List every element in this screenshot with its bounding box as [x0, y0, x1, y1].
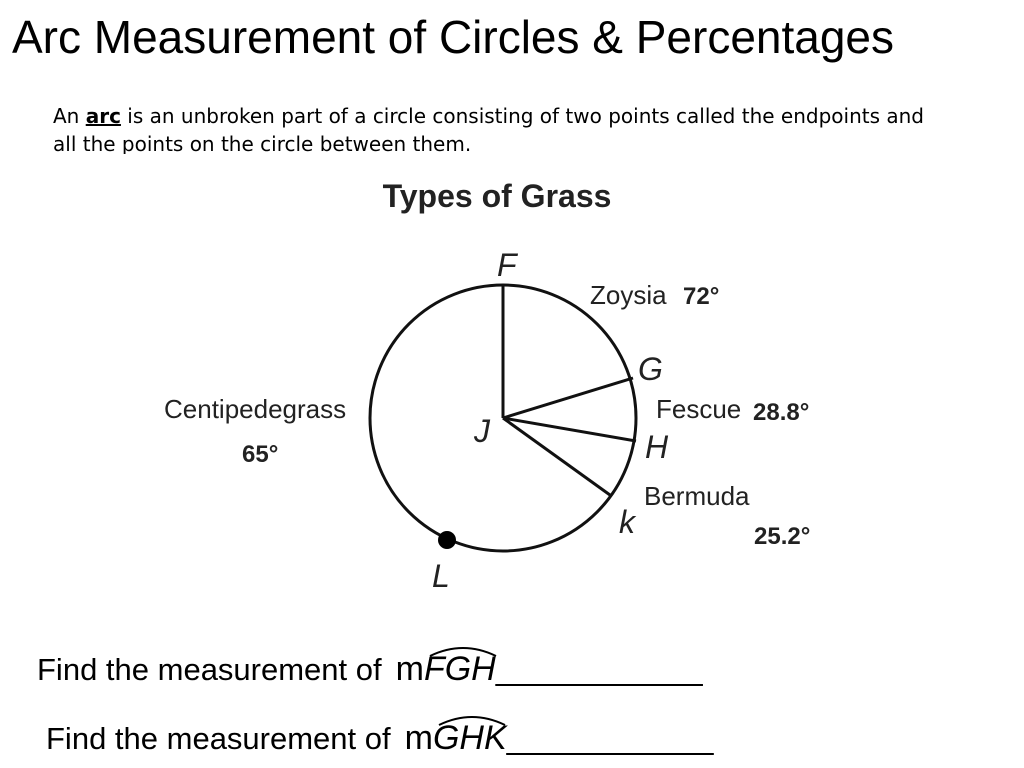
diagram-title: Types of Grass: [383, 178, 612, 214]
point-label: J: [473, 413, 491, 449]
arc-symbol: [429, 647, 497, 657]
point-label: F: [497, 247, 519, 283]
sector-measure: 25.2°: [754, 523, 810, 550]
definition: An arc is an unbroken part of a circle c…: [53, 102, 953, 154]
radius: [502, 416, 637, 443]
definition-text: An: [53, 104, 80, 128]
question-m: m: [404, 719, 433, 757]
sector-name: Fescue: [656, 394, 741, 424]
radius: [502, 376, 634, 420]
arc-symbol: [438, 716, 506, 726]
sector-measure: 28.8°: [753, 399, 809, 426]
point-label: k: [619, 504, 637, 540]
question-prompt: Find the measurement of: [37, 652, 382, 687]
radius: [502, 416, 611, 497]
sector-measure: 65°: [242, 441, 278, 468]
arc-name: FGH: [423, 650, 496, 688]
point-label: H: [645, 429, 669, 465]
question-prompt: Find the measurement of: [46, 721, 391, 756]
question: Find the measurement of mGHK ____________: [46, 716, 714, 758]
answer-blank: ____________: [506, 721, 714, 756]
sector-measure: 72°: [683, 283, 719, 310]
definition-text: is an unbroken part of a circle consisti…: [53, 104, 924, 154]
definition-term: arc: [85, 104, 121, 128]
question: Find the measurement of mFGH ____________: [37, 647, 703, 689]
question-arc: GHK: [432, 716, 507, 757]
sector-name: Zoysia: [590, 280, 667, 310]
arc-name: GHK: [432, 719, 507, 757]
point-dot: [438, 531, 456, 549]
question-arc: FGH: [423, 647, 497, 688]
point-label: G: [638, 351, 663, 387]
answer-blank: ____________: [495, 652, 703, 687]
sector-name: Bermuda: [644, 481, 750, 511]
slide-title: Arc Measurement of Circles & Percentages: [12, 11, 895, 63]
question-m: m: [395, 650, 424, 688]
point-label: L: [432, 558, 450, 594]
sector-name: Centipedegrass: [164, 394, 346, 424]
